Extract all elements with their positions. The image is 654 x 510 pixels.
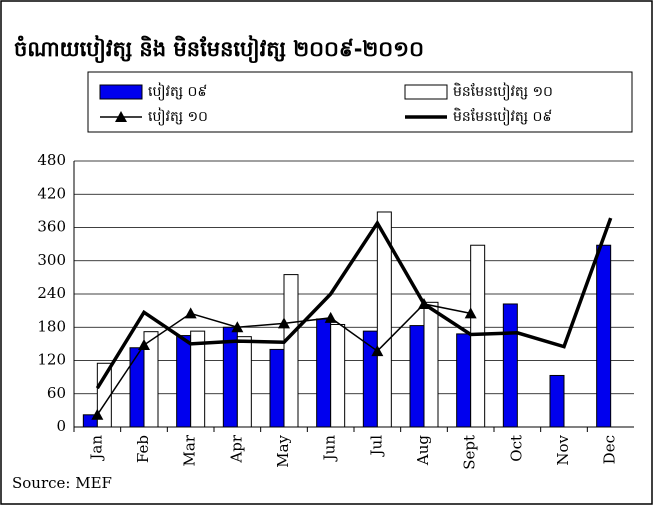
bar <box>143 331 159 428</box>
x-tick-label: Jul <box>367 435 385 458</box>
bar <box>549 374 565 428</box>
line <box>95 217 613 390</box>
bar <box>423 301 439 428</box>
y-tick-label: 300 <box>37 251 66 269</box>
bar <box>330 323 346 428</box>
bar <box>409 325 425 428</box>
x-tick-label: Nov <box>554 434 572 465</box>
x-tick-label: Aug <box>414 435 432 466</box>
bar <box>283 274 299 428</box>
marker <box>231 321 244 333</box>
x-tick-label: Feb <box>134 435 152 463</box>
marker <box>91 408 104 420</box>
marker <box>278 317 290 329</box>
bar <box>129 347 145 428</box>
marker <box>324 311 337 323</box>
x-tick-label: May <box>274 434 292 467</box>
bar <box>236 336 252 428</box>
bar <box>316 318 332 428</box>
x-tick-label: Jan <box>87 435 105 462</box>
x-tick-label: Dec <box>601 435 619 464</box>
bar <box>456 333 472 428</box>
x-tick-label: Mar <box>181 434 199 466</box>
legend-label: បៀវត្ស ០៩ <box>148 82 207 101</box>
chart-title: ចំណាយបៀវត្ស និង មិនមែនបៀវត្ស ២០០៩-២០១០ <box>14 35 424 64</box>
legend <box>87 71 633 133</box>
legend-swatch <box>404 84 448 100</box>
x-tick-label: Jun <box>321 435 339 463</box>
source: Source: MEF <box>12 474 112 492</box>
y-tick-label: 240 <box>37 284 66 302</box>
bar <box>176 335 192 428</box>
y-tick-label: 60 <box>47 384 66 402</box>
y-tick-label: 420 <box>37 184 66 202</box>
marker <box>464 307 477 319</box>
bar <box>269 348 285 428</box>
bar <box>376 211 392 428</box>
legend-label: មិនមែនបៀវត្ស ១០ <box>453 82 553 101</box>
y-tick-label: 480 <box>37 151 66 169</box>
marker <box>184 307 197 319</box>
y-tick-label: 180 <box>37 317 66 335</box>
legend-label: មិនមែនបៀវត្ស ០៩ <box>453 107 552 126</box>
x-tick-label: Sept <box>461 435 479 470</box>
y-tick-label: 0 <box>56 417 66 435</box>
marker <box>371 345 384 357</box>
y-tick-label: 120 <box>37 351 66 369</box>
bar <box>502 303 518 428</box>
legend-label: បៀវត្ស ១០ <box>148 107 208 126</box>
bar <box>190 330 206 428</box>
marker <box>138 338 150 350</box>
x-tick-label: Oct <box>507 435 525 462</box>
y-tick-label: 360 <box>37 218 66 236</box>
legend-marker <box>115 111 127 122</box>
legend-swatch <box>99 84 143 100</box>
x-tick-label: Apr <box>227 434 245 463</box>
bar <box>596 244 612 428</box>
